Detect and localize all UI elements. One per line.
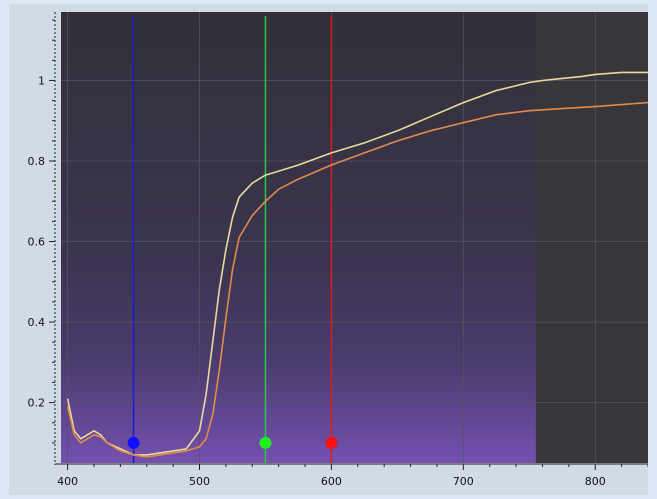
series-line-2	[66, 101, 648, 458]
series-group	[66, 71, 648, 458]
x-tick-label: 500	[189, 475, 210, 488]
tick-labels: 400 500 600 700 800 0.2 0.4 0.6 0.8 1	[28, 74, 606, 488]
x-tick-label: 400	[57, 475, 78, 488]
y-tick-label: 0.6	[28, 236, 46, 249]
marker-dot-3[interactable]	[325, 436, 338, 449]
x-tick-label: 800	[585, 475, 606, 488]
axes	[49, 12, 648, 470]
chart-frame: 400 500 600 700 800 0.2 0.4 0.6 0.8 1	[9, 4, 648, 495]
shaded-region	[535, 12, 648, 463]
y-tick-label: 0.4	[28, 316, 46, 329]
y-tick-label: 0.8	[28, 155, 46, 168]
marker-dot-2[interactable]	[259, 436, 272, 449]
marker-dots[interactable]	[127, 436, 338, 449]
x-tick-label: 700	[453, 475, 474, 488]
y-tick-label: 1	[38, 74, 45, 87]
x-tick-label: 600	[321, 475, 342, 488]
y-tick-label: 0.2	[28, 397, 46, 410]
grid-lines	[61, 12, 648, 463]
spectrum-chart: 400 500 600 700 800 0.2 0.4 0.6 0.8 1	[28, 12, 648, 488]
marker-lines[interactable]	[132, 16, 333, 463]
marker-dot-1[interactable]	[127, 436, 140, 449]
